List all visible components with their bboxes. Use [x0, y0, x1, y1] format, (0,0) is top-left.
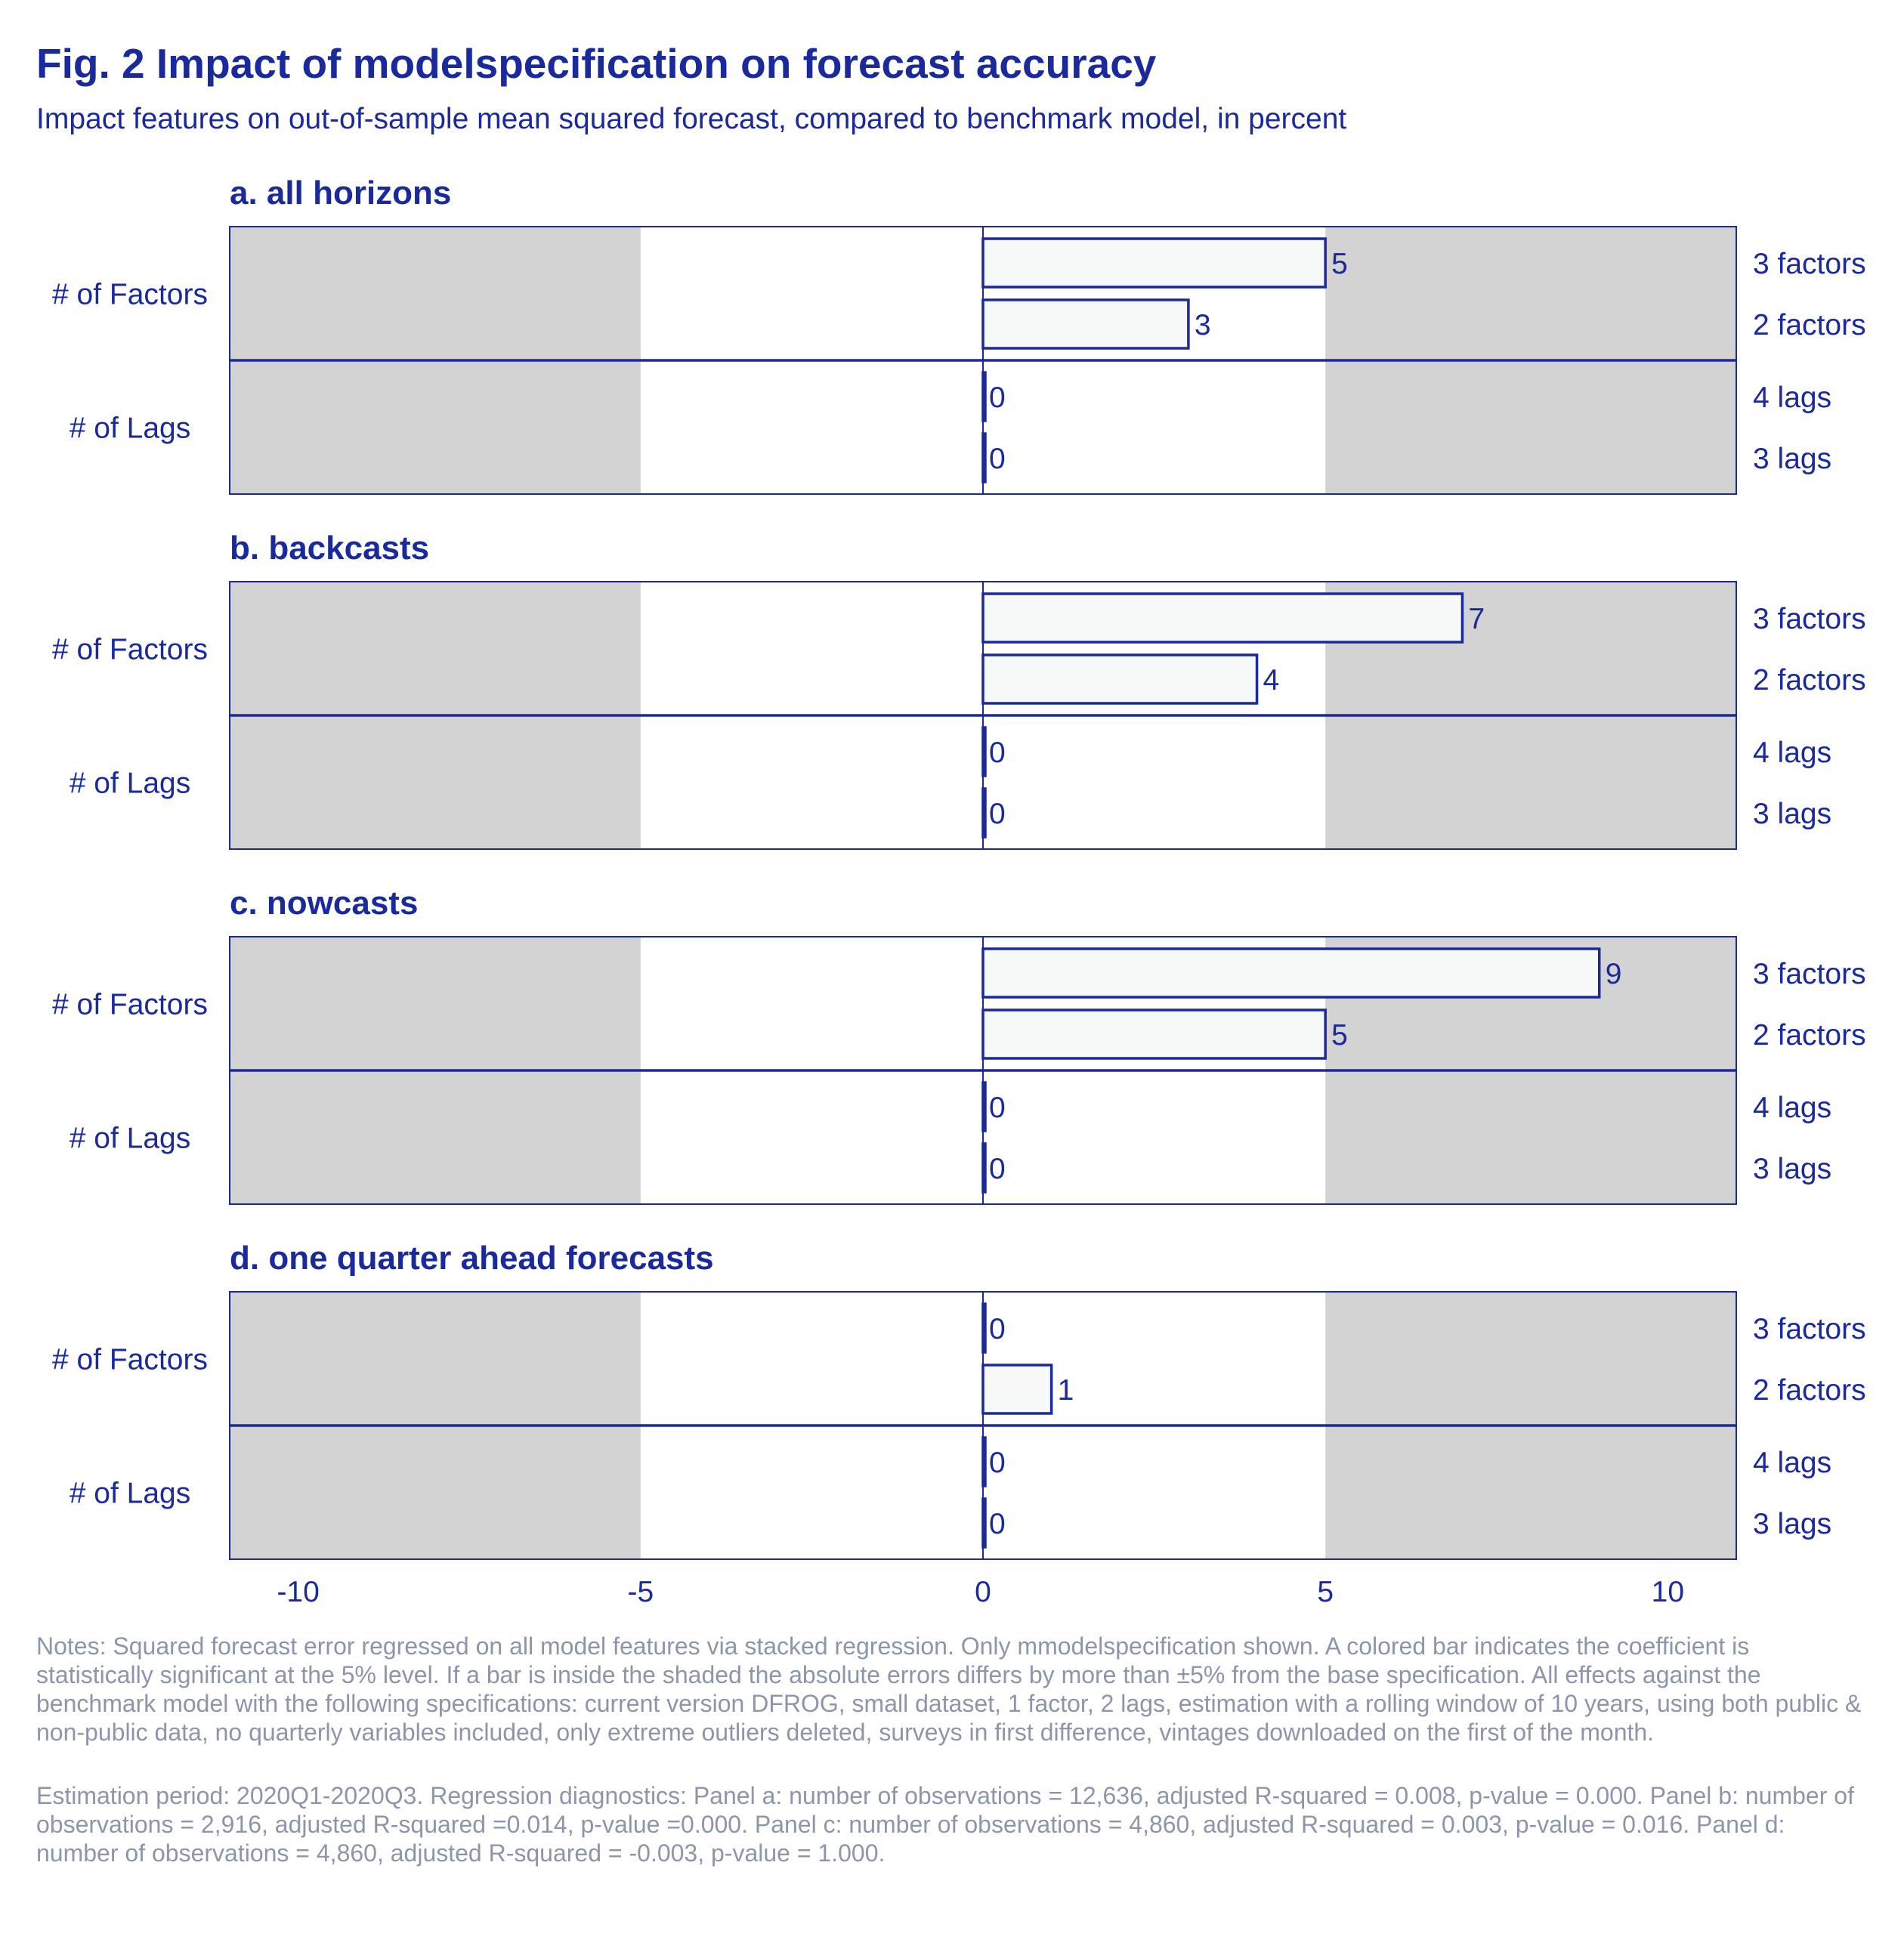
bar-chart: a. all horizons 5 3 factors 3 2 factors 0 4 la… — [52, 175, 1866, 1608]
group-label: # of Lags — [70, 1478, 190, 1510]
bar — [981, 592, 1464, 644]
data-label: 5 — [1331, 1019, 1348, 1052]
category-label: 4 lags — [1753, 1092, 1831, 1124]
panel-frame — [229, 226, 1737, 495]
data-label: 9 — [1606, 958, 1622, 990]
data-label: 0 — [989, 1153, 1006, 1185]
group-label: # of Factors — [52, 279, 208, 311]
data-label: 1 — [1058, 1374, 1074, 1407]
category-label: 2 factors — [1753, 664, 1866, 697]
bar — [981, 787, 987, 839]
bar — [981, 1081, 987, 1132]
notes: Notes: Squared forecast error regressed … — [36, 1632, 1865, 1902]
data-label: 7 — [1468, 603, 1485, 635]
category-label: 3 factors — [1753, 1313, 1866, 1345]
group-label: # of Lags — [70, 1123, 190, 1155]
bar — [981, 237, 1327, 289]
category-label: 3 lags — [1753, 1153, 1831, 1185]
x-tick-label: -5 — [627, 1576, 654, 1608]
data-label: 0 — [989, 1313, 1006, 1345]
data-label: 5 — [1331, 248, 1348, 280]
panel-frame — [229, 1291, 1737, 1560]
group-label: # of Factors — [52, 989, 208, 1021]
panel-frame — [229, 581, 1737, 850]
data-label: 0 — [989, 798, 1006, 830]
bar — [981, 1142, 987, 1194]
category-label: 4 lags — [1753, 1447, 1831, 1479]
group-label: # of Factors — [52, 1344, 208, 1376]
group-label: # of Factors — [52, 634, 208, 666]
bar — [981, 653, 1259, 705]
category-label: 4 lags — [1753, 737, 1831, 769]
data-label: 0 — [989, 1092, 1006, 1124]
panel-frame — [229, 936, 1737, 1205]
x-tick-label: 0 — [975, 1576, 991, 1608]
chart-title: Fig. 2 Impact of modelspecification on f… — [36, 40, 1157, 87]
bar — [981, 298, 1190, 350]
data-label: 3 — [1195, 309, 1211, 341]
category-label: 3 factors — [1753, 958, 1866, 990]
bar — [981, 726, 987, 777]
group-label: # of Lags — [70, 768, 190, 800]
category-label: 3 lags — [1753, 1508, 1831, 1540]
panel-title: c. nowcasts — [230, 885, 418, 922]
data-label: 0 — [989, 1447, 1006, 1479]
bar — [981, 1497, 987, 1549]
bar — [981, 1436, 987, 1487]
group-label: # of Lags — [70, 412, 190, 445]
bar — [981, 432, 987, 483]
data-label: 0 — [989, 443, 1006, 475]
notes-paragraph: Notes: Squared forecast error regressed … — [36, 1632, 1862, 1746]
category-label: 2 factors — [1753, 1374, 1866, 1407]
category-label: 3 lags — [1753, 443, 1831, 475]
x-tick-label: 5 — [1317, 1576, 1334, 1608]
bar — [981, 371, 987, 422]
x-tick-label: -10 — [277, 1576, 319, 1608]
bar — [981, 1302, 987, 1354]
bar — [981, 1008, 1327, 1060]
data-label: 0 — [989, 1508, 1006, 1540]
panel-title: d. one quarter ahead forecasts — [230, 1240, 714, 1277]
category-label: 2 factors — [1753, 1019, 1866, 1052]
category-label: 3 factors — [1753, 248, 1866, 280]
panel-title: b. backcasts — [230, 530, 429, 567]
bar — [981, 947, 1601, 999]
chart-subtitle: Impact features on out-of-sample mean sq… — [36, 103, 1347, 135]
category-label: 3 factors — [1753, 603, 1866, 635]
category-label: 4 lags — [1753, 381, 1831, 414]
bar — [981, 1364, 1053, 1415]
data-label: 0 — [989, 737, 1006, 769]
x-tick-label: 10 — [1652, 1576, 1684, 1608]
data-label: 4 — [1263, 664, 1280, 697]
category-label: 3 lags — [1753, 798, 1831, 830]
category-label: 2 factors — [1753, 309, 1866, 341]
data-label: 0 — [989, 381, 1006, 414]
diagnostics-paragraph: Estimation period: 2020Q1-2020Q3. Regres… — [36, 1782, 1854, 1867]
panel-title: a. all horizons — [230, 175, 451, 212]
